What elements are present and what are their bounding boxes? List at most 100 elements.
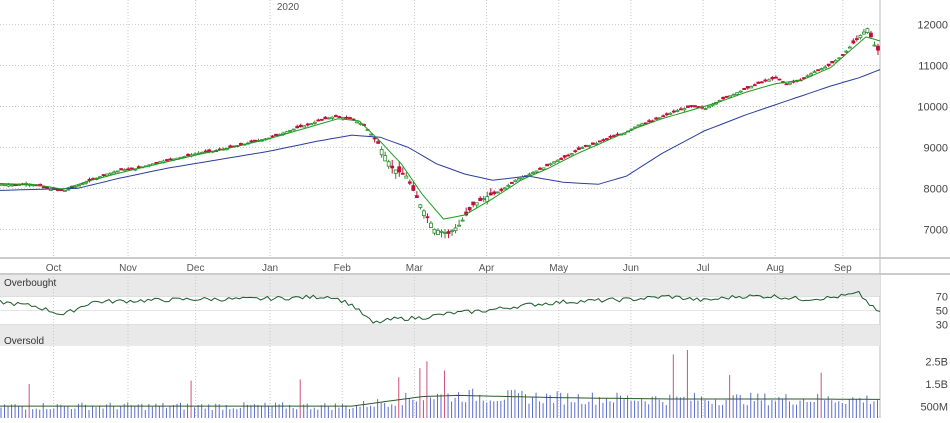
candle-down xyxy=(612,135,616,137)
x-tick-label: Jan xyxy=(262,263,278,274)
volume-y-tick: 1.5B xyxy=(925,379,948,391)
oscillator-line xyxy=(0,290,881,324)
candle-down xyxy=(136,166,141,169)
x-tick-label: Apr xyxy=(479,263,495,274)
candle-down xyxy=(724,95,729,98)
candle-up xyxy=(731,93,736,96)
candle-down xyxy=(253,139,257,142)
candle-up xyxy=(309,123,314,126)
candle-up xyxy=(872,44,877,47)
candle-up xyxy=(735,92,740,95)
candle-down xyxy=(323,116,328,120)
candle-down xyxy=(101,174,106,177)
candle-down xyxy=(207,149,212,152)
candle-down xyxy=(348,117,352,120)
x-tick-label: Mar xyxy=(406,263,424,274)
candle-up xyxy=(805,75,810,78)
candle-up xyxy=(594,142,599,145)
overbought-label: Overbought xyxy=(4,278,56,289)
candle-up xyxy=(460,219,465,222)
long-moving-average-line xyxy=(0,69,881,191)
candle-down xyxy=(759,81,764,84)
candle-down xyxy=(756,81,761,84)
x-tick-label: Aug xyxy=(766,263,784,274)
candle-up xyxy=(453,227,458,231)
candle-down xyxy=(851,40,856,44)
candle-down xyxy=(471,201,476,206)
candle-up xyxy=(115,170,120,173)
candle-down xyxy=(274,133,278,136)
candle-down xyxy=(545,163,549,167)
candle-down xyxy=(576,147,581,150)
price-y-tick: 12000 xyxy=(917,20,948,32)
candle-up xyxy=(439,230,444,233)
candle-down xyxy=(854,38,859,40)
candle-down xyxy=(664,113,669,116)
volume-y-tick: 500M xyxy=(920,402,948,414)
candle-down xyxy=(446,231,451,234)
candle-down xyxy=(840,54,845,56)
candle-up xyxy=(580,147,585,149)
candle-down xyxy=(295,126,300,129)
candle-down xyxy=(411,185,416,191)
candle-down xyxy=(562,155,567,158)
candle-down xyxy=(605,138,609,140)
candle-down xyxy=(763,79,768,82)
candle-down xyxy=(154,161,159,164)
candle-down xyxy=(337,116,342,118)
candle-up xyxy=(587,144,592,147)
candle-down xyxy=(647,120,652,123)
candle-down xyxy=(270,135,275,138)
candle-up xyxy=(520,176,525,180)
candle-down xyxy=(298,124,303,128)
candle-up xyxy=(355,121,359,124)
candle-down xyxy=(774,76,778,79)
candle-up xyxy=(105,173,109,177)
overbought-band xyxy=(0,275,880,297)
candle-up xyxy=(552,161,557,164)
candle-down xyxy=(689,105,694,107)
candle-up xyxy=(862,31,866,35)
candle-up xyxy=(326,117,331,120)
candle-up xyxy=(450,230,454,233)
candle-down xyxy=(425,216,430,219)
candle-down xyxy=(372,137,377,140)
candle-up xyxy=(10,184,14,187)
candle-down xyxy=(45,186,50,189)
candle-up xyxy=(386,161,391,167)
candle-down xyxy=(538,167,542,170)
candle-up xyxy=(728,95,733,98)
candle-up xyxy=(703,108,708,110)
year-label: 2020 xyxy=(277,2,300,13)
candle-up xyxy=(513,179,518,182)
candle-down xyxy=(478,197,483,202)
candle-up xyxy=(0,183,4,186)
price-y-tick: 11000 xyxy=(918,61,948,73)
candle-down xyxy=(344,116,349,119)
x-tick-label: Sep xyxy=(834,263,852,274)
candle-up xyxy=(421,210,426,217)
candle-up xyxy=(812,71,817,74)
candle-down xyxy=(583,145,588,147)
candle-up xyxy=(502,187,507,190)
candle-down xyxy=(721,97,725,100)
candle-down xyxy=(249,140,254,143)
oscillator-y-tick: 50 xyxy=(936,306,948,318)
candle-up xyxy=(404,175,409,179)
candle-down xyxy=(319,118,324,121)
candle-up xyxy=(847,46,852,49)
candle-down xyxy=(869,32,873,38)
candle-up xyxy=(738,90,743,93)
candle-up xyxy=(383,155,388,162)
candle-up xyxy=(844,50,849,53)
candle-up xyxy=(833,60,838,63)
candle-up xyxy=(62,190,67,192)
oversold-label: Oversold xyxy=(4,336,44,347)
candle-up xyxy=(865,28,870,33)
candle-down xyxy=(467,207,472,211)
candle-down xyxy=(509,182,514,184)
candle-down xyxy=(390,165,395,169)
candle-down xyxy=(165,159,169,161)
candle-down xyxy=(492,191,497,194)
candle-down xyxy=(608,135,613,138)
